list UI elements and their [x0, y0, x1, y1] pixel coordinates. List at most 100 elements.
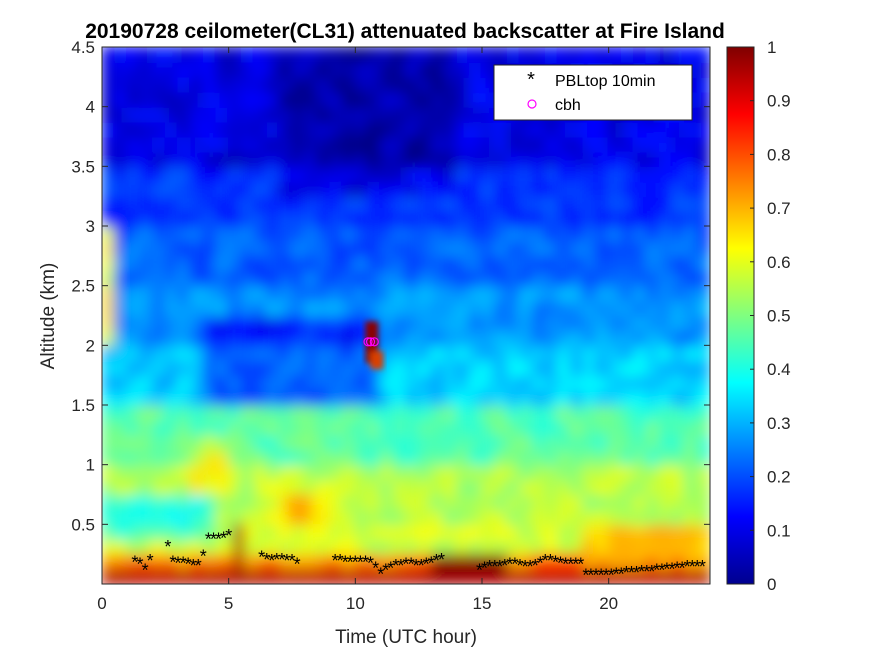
pbltop-marker: * [332, 551, 339, 571]
pbltop-marker: * [552, 552, 559, 572]
pbltop-marker: * [577, 555, 584, 575]
colorbar-tick-label: 0 [767, 575, 776, 594]
pbltop-marker: * [658, 561, 665, 581]
y-tick-label: 4.5 [71, 38, 95, 57]
x-axis-label: Time (UTC hour) [335, 627, 477, 648]
y-tick-label: 0.5 [71, 515, 95, 534]
colorbar [727, 47, 754, 584]
pbltop-marker: * [273, 550, 280, 570]
colorbar-ticks: 0 0.1 0.2 0.3 0.4 0.5 0.6 0.7 0.8 0.9 1 [750, 38, 791, 594]
pbltop-marker: * [423, 555, 430, 575]
pbltop-marker: * [387, 558, 394, 578]
pbltop-marker: * [342, 552, 349, 572]
cbh-marker [365, 337, 376, 347]
pbltop-marker: * [592, 566, 599, 586]
x-axis-ticks: 0 5 10 15 20 [97, 47, 618, 613]
cbh-marker [369, 337, 379, 347]
pbltop-marker: * [268, 551, 275, 571]
pbltop-marker: * [294, 555, 301, 575]
pbltop-marker: * [258, 548, 265, 568]
pbltop-marker: * [418, 556, 425, 576]
pbltop-marker: * [603, 566, 610, 586]
pbltop-marker: * [481, 558, 488, 578]
pbltop-marker: * [174, 554, 181, 574]
pbltop-marker: * [476, 561, 483, 581]
pbltop-marker: * [572, 555, 579, 575]
pbltop-marker: * [205, 530, 212, 550]
legend-box [493, 64, 693, 121]
pbltop-marker: * [684, 557, 691, 577]
pbltop-marker: * [653, 561, 660, 581]
pbltop-marker: * [562, 555, 569, 575]
pbltop-marker: * [567, 555, 574, 575]
pbltop-marker: * [397, 556, 404, 576]
plot-area [102, 47, 710, 584]
pbltop-marker: * [511, 555, 518, 575]
pbltop-marker: * [180, 554, 187, 574]
pbltop-marker: * [638, 562, 645, 582]
pbltop-marker: * [352, 552, 359, 572]
pbltop-marker: * [402, 555, 409, 575]
pbltop-marker: * [357, 552, 364, 572]
y-tick-label: 2.5 [71, 277, 95, 296]
pbltop-marker: * [501, 556, 508, 576]
pbltop-marker: * [392, 556, 399, 576]
pbltop-marker: * [147, 551, 154, 571]
pbltop-marker: * [557, 554, 564, 574]
pbltop-marker: * [337, 551, 344, 571]
pbltop-marker: * [699, 557, 706, 577]
pbltop-marker: * [195, 556, 202, 576]
pbltop-marker: * [377, 564, 384, 584]
pbltop-marker: * [613, 564, 620, 584]
pbltop-marker: * [496, 557, 503, 577]
x-tick-label: 0 [97, 594, 106, 613]
colorbar-tick-label: 0.4 [767, 360, 791, 379]
pbltop-marker: * [131, 552, 138, 572]
y-tick-label: 2 [86, 336, 95, 355]
pbltop-marker: * [542, 551, 549, 571]
colorbar-tick-label: 1 [767, 38, 776, 57]
pbltop-marker: * [382, 561, 389, 581]
pbltop-marker: * [506, 555, 513, 575]
pbltop-marker: * [164, 537, 171, 557]
pbltop-marker: * [200, 546, 207, 566]
pbltop-marker: * [527, 557, 534, 577]
colorbar-tick-label: 0.2 [767, 468, 791, 487]
x-tick-label: 5 [224, 594, 233, 613]
pbltop-marker: * [210, 530, 217, 550]
pbltop-marker: * [438, 550, 445, 570]
pbltop-marker: * [408, 555, 415, 575]
pbltop-marker: * [663, 560, 670, 580]
pbltop-marker: * [547, 551, 554, 571]
pbltop-marker: * [674, 558, 681, 578]
y-axis-label: Altitude (km) [38, 263, 59, 370]
pbltop-marker: * [668, 560, 675, 580]
pbltop-marker: * [598, 566, 605, 586]
x-tick-label: 10 [346, 594, 365, 613]
pbltop-marker: * [142, 561, 149, 581]
pbltop-marker: * [283, 551, 290, 571]
markers-layer: ************************* ***************… [131, 337, 706, 586]
legend-label-pbltop: PBLtop 10min [555, 73, 656, 90]
pbltop-marker: * [433, 551, 440, 571]
y-tick-label: 3.5 [71, 157, 95, 176]
pbltop-marker: * [136, 555, 143, 575]
y-tick-label: 1.5 [71, 396, 95, 415]
pbltop-marker: * [367, 554, 374, 574]
pbltop-marker: * [633, 563, 640, 583]
pbltop-marker: * [532, 556, 539, 576]
colorbar-tick-label: 0.1 [767, 521, 791, 540]
pbltop-marker: * [628, 563, 635, 583]
pbltop-marker: * [679, 558, 686, 578]
pbltop-marker: * [185, 555, 192, 575]
plot-frame [101, 46, 711, 585]
colorbar-tick-label: 0.8 [767, 145, 791, 164]
pbltop-marker: * [623, 563, 630, 583]
pbltop-marker: * [491, 557, 498, 577]
pbltop-marker: * [648, 562, 655, 582]
pbltop-marker: * [537, 554, 544, 574]
colorbar-tick-label: 0.5 [767, 307, 791, 326]
x-tick-label: 15 [473, 594, 492, 613]
pbltop-marker: * [347, 552, 354, 572]
